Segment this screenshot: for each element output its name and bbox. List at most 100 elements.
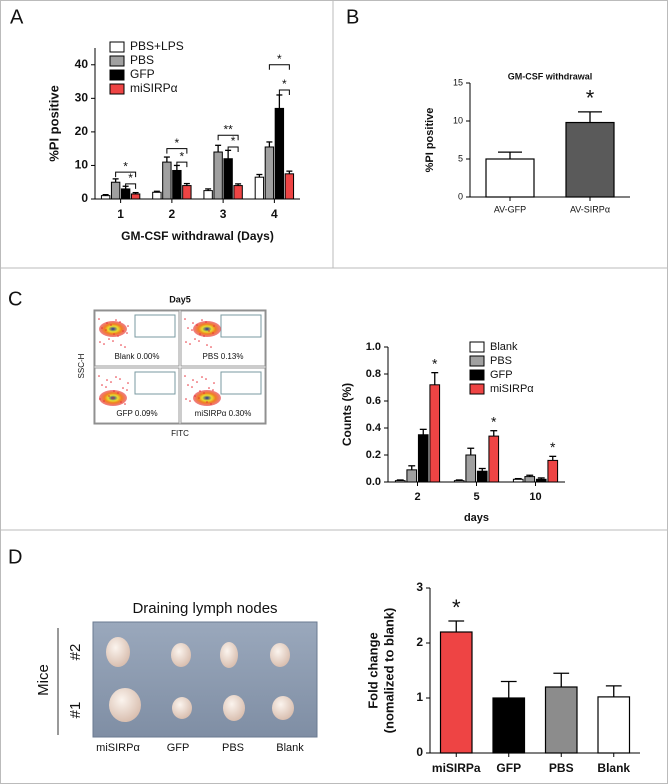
flow-event <box>119 378 121 380</box>
significance-label: * <box>432 355 438 371</box>
significance-label: * <box>128 171 133 185</box>
bar <box>453 480 465 483</box>
legend-swatch <box>469 369 485 381</box>
legend-label: miSIRPα <box>130 81 178 95</box>
significance-label: * <box>282 77 287 91</box>
significance-bracket <box>227 146 239 152</box>
significance-bracket <box>166 148 188 154</box>
flow-event <box>194 395 196 397</box>
flow-label: miSIRPα 0.30% <box>195 409 252 418</box>
x-axis-label: days <box>464 512 489 524</box>
flow-label: Blank 0.00% <box>115 352 160 361</box>
y-tick-label: 0.6 <box>366 395 381 407</box>
flow-event <box>208 387 210 389</box>
bar <box>213 151 223 200</box>
bar <box>492 697 526 754</box>
bar <box>254 176 265 200</box>
flow-event <box>105 329 107 331</box>
row-label: #1 <box>67 702 84 719</box>
bar <box>417 434 429 483</box>
flow-label: PBS 0.13% <box>203 352 244 361</box>
x-tick-label: 2 <box>169 207 176 221</box>
panel-label: B <box>346 6 359 28</box>
legend-label: Blank <box>490 341 518 353</box>
flow-event <box>126 389 128 391</box>
flow-event <box>124 403 126 405</box>
flow-event <box>105 386 107 388</box>
group-label: Mice <box>35 664 52 696</box>
y-tick-label: 0.0 <box>366 476 381 488</box>
flow-event <box>198 340 200 342</box>
column-label: PBS <box>222 742 244 754</box>
flow-event <box>119 321 121 323</box>
y-tick-label: 0.2 <box>366 449 381 461</box>
bar <box>476 470 488 483</box>
flow-event <box>208 330 210 332</box>
flow-gate <box>134 314 176 338</box>
flow-population <box>193 321 221 337</box>
flow-event <box>187 327 189 329</box>
lymph-node <box>109 688 141 722</box>
legend-label: miSIRPα <box>490 383 534 395</box>
bar <box>110 181 121 200</box>
significance-label: ** <box>223 122 233 136</box>
flow-event <box>189 343 191 345</box>
column-label: miSIRPα <box>96 742 140 754</box>
flow-event <box>98 375 100 377</box>
bar <box>264 146 275 200</box>
flow-event <box>127 382 129 384</box>
flow-population <box>99 321 127 337</box>
x-tick-label: GFP <box>496 761 521 775</box>
significance-label: * <box>452 595 461 620</box>
legend-label: PBS <box>130 53 154 67</box>
bar <box>465 454 477 483</box>
bar <box>524 476 536 483</box>
flow-event <box>191 329 193 331</box>
legend-label: GFP <box>130 67 155 81</box>
legend-swatch <box>469 341 485 353</box>
flow-event <box>185 341 187 343</box>
bar <box>130 193 141 200</box>
column-label: Blank <box>276 742 304 754</box>
flow-event <box>98 318 100 320</box>
x-tick-label: 5 <box>473 491 479 503</box>
bar <box>394 480 406 483</box>
flow-event <box>103 400 105 402</box>
flow-event <box>113 333 115 335</box>
x-tick-label: PBS <box>549 761 574 775</box>
significance-bracket <box>115 171 137 178</box>
flow-event <box>103 343 105 345</box>
flow-event <box>199 390 201 392</box>
significance-label: * <box>550 439 556 455</box>
legend-label: PBS+LPS <box>130 39 184 53</box>
bar <box>120 188 131 200</box>
x-tick-label: Blank <box>597 761 630 775</box>
y-tick-label: 20 <box>75 124 89 138</box>
bar <box>223 158 233 200</box>
bar <box>182 185 192 200</box>
panel-label: C <box>8 288 22 310</box>
flow-event <box>196 324 198 326</box>
chart: 0 10 20 30 40 1 2 3 4 GM-CSF withdrawal (Days) %PI… <box>46 39 300 243</box>
flow-event <box>106 322 108 324</box>
flow-event <box>117 335 119 337</box>
flow-population <box>193 390 221 406</box>
flow-event <box>115 319 117 321</box>
significance-bracket <box>268 64 290 70</box>
y-tick-label: 10 <box>453 115 463 125</box>
flow-event <box>120 344 122 346</box>
flow-event <box>212 389 214 391</box>
x-axis-label: GM-CSF withdrawal (Days) <box>121 229 274 243</box>
legend-swatch <box>469 355 485 367</box>
flow-event <box>101 327 103 329</box>
flow-event <box>198 397 200 399</box>
y-axis-label: Fold change <box>365 632 380 709</box>
significance-bracket <box>278 89 290 95</box>
bar <box>439 631 473 754</box>
flow-event <box>184 375 186 377</box>
lymph-node <box>172 697 192 719</box>
flow-event <box>191 386 193 388</box>
flow-gate <box>220 314 262 338</box>
flow-event <box>113 390 115 392</box>
bar <box>535 478 547 483</box>
